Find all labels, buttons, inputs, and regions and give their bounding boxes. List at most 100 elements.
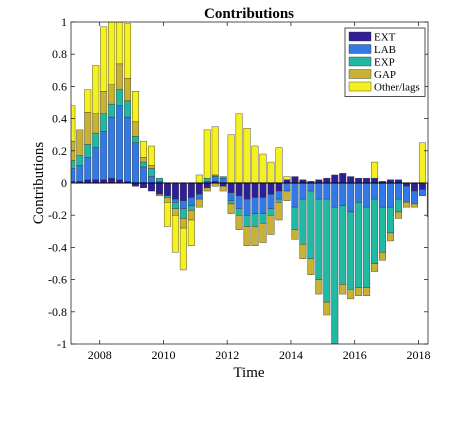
bar-gap-21 (235, 214, 243, 230)
bar-exp-4 (100, 113, 108, 132)
y-tick-label: -0.2 (48, 208, 67, 222)
bar-gap-8 (132, 121, 140, 137)
bar-other-lags-0 (71, 105, 76, 142)
bar-ext-16 (195, 182, 203, 195)
bar-lab-27 (283, 182, 291, 192)
y-tick-label: 1 (61, 15, 67, 29)
bar-gap-11 (155, 194, 163, 197)
bar-lab-14 (179, 200, 187, 209)
bar-lab-22 (243, 198, 251, 216)
bar-other-lags-10 (148, 145, 155, 166)
bar-exp-28 (291, 206, 299, 230)
bar-ext-44 (418, 182, 426, 190)
bar-exp-26 (275, 198, 283, 203)
bar-ext-22 (243, 182, 251, 200)
bar-gap-1 (76, 129, 84, 156)
bar-exp-34 (339, 205, 347, 285)
bar-gap-33 (331, 343, 339, 344)
bar-gap-28 (291, 229, 299, 240)
bar-lab-41 (395, 182, 402, 200)
bar-ext-36 (355, 177, 363, 184)
legend-swatch-lab (348, 44, 372, 54)
bar-ext-13 (171, 182, 179, 200)
bar-lab-13 (171, 198, 179, 203)
chart-title: Contributions (204, 6, 294, 22)
bar-other-lags-5 (108, 22, 116, 85)
bar-exp-24 (259, 213, 267, 224)
bar-lab-3 (92, 147, 100, 180)
bar-ext-24 (259, 182, 267, 198)
bar-lab-2 (84, 157, 92, 180)
bar-gap-16 (195, 198, 203, 208)
legend-label-exp: EXP (374, 57, 395, 69)
bar-ext-12 (163, 182, 171, 197)
bar-lab-38 (371, 182, 379, 200)
bar-exp-5 (108, 103, 116, 118)
bar-exp-2 (84, 144, 92, 158)
bar-exp-19 (219, 176, 227, 179)
bar-other-lags-4 (100, 26, 108, 92)
bar-gap-43 (410, 203, 418, 208)
y-tick-label: -0.4 (48, 240, 67, 254)
bar-lab-25 (267, 194, 275, 209)
bar-exp-30 (307, 190, 315, 259)
bar-exp-7 (124, 100, 132, 118)
y-tick-label: -0.6 (48, 273, 67, 287)
bar-exp-15 (187, 205, 195, 211)
bar-exp-41 (395, 198, 402, 213)
bar-gap-10 (148, 165, 155, 169)
bar-exp-1 (76, 155, 84, 166)
bar-gap-13 (171, 208, 179, 216)
bar-lab-43 (410, 190, 418, 205)
y-tick-label: 0.8 (52, 47, 67, 61)
bar-other-lags-24 (259, 153, 267, 184)
y-tick-label: 0.4 (52, 112, 67, 126)
bar-other-lags-7 (124, 23, 132, 79)
bar-lab-28 (291, 182, 299, 208)
bar-lab-33 (331, 182, 339, 208)
bar-exp-13 (171, 202, 179, 209)
x-axis-label: Time (233, 365, 264, 381)
bar-other-lags-23 (251, 145, 259, 184)
bar-gap-42 (403, 202, 410, 208)
bar-ext-28 (291, 176, 299, 184)
bar-exp-21 (235, 208, 243, 216)
bar-gap-22 (243, 226, 251, 246)
bar-exp-3 (92, 132, 100, 148)
bar-lab-34 (339, 182, 347, 206)
bar-other-lags-22 (243, 128, 251, 184)
bar-lab-8 (132, 142, 140, 184)
bar-exp-14 (179, 208, 187, 219)
y-axis-label: Contributions (31, 142, 47, 225)
bar-lab-18 (211, 176, 219, 182)
x-tick-label: 2018 (406, 348, 430, 362)
bar-exp-20 (227, 200, 235, 205)
bar-lab-9 (140, 166, 147, 184)
bar-other-lags-13 (171, 214, 179, 253)
bar-exp-35 (347, 211, 355, 290)
bar-other-lags-27 (283, 176, 291, 180)
bar-ext-23 (251, 182, 259, 198)
y-tick-label: -0.8 (48, 305, 67, 319)
bar-gap-38 (371, 263, 379, 272)
bar-gap-40 (387, 232, 395, 242)
y-tick-label: 0.6 (52, 79, 67, 93)
bar-other-lags-21 (235, 113, 243, 184)
bar-lab-19 (219, 177, 227, 184)
bar-lab-44 (418, 189, 426, 197)
bar-exp-40 (387, 206, 395, 234)
legend-swatch-gap (348, 69, 372, 79)
legend-label-lab: LAB (374, 44, 396, 56)
bar-gap-15 (187, 210, 195, 221)
bar-exp-33 (331, 206, 339, 344)
bar-other-lags-15 (187, 219, 195, 246)
legend-label-other-lags: Other/lags (374, 82, 420, 94)
bar-ext-38 (371, 177, 379, 184)
bar-gap-27 (283, 190, 291, 201)
x-tick-label: 2008 (88, 348, 112, 362)
bar-gap-29 (299, 243, 307, 259)
bar-exp-39 (379, 206, 387, 253)
bar-exp-25 (267, 208, 275, 216)
bar-ext-17 (203, 182, 211, 189)
